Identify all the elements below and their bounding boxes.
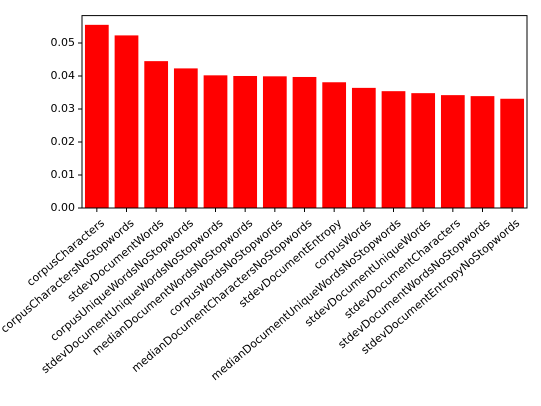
y-tick-label: 0.05	[51, 36, 76, 49]
bar	[203, 75, 228, 209]
y-tick-label: 0.01	[51, 168, 76, 181]
bar	[381, 91, 406, 208]
bar	[500, 98, 525, 208]
bar	[114, 35, 139, 208]
bar	[351, 87, 376, 208]
bar	[173, 68, 198, 209]
y-tick-label: 0.00	[51, 201, 76, 214]
y-tick-label: 0.03	[51, 102, 76, 115]
y-tick-label: 0.02	[51, 135, 76, 148]
bar	[144, 61, 169, 209]
bar	[262, 76, 287, 209]
bar	[233, 75, 258, 209]
bar	[470, 96, 495, 208]
plot-frame	[81, 15, 528, 209]
bar	[411, 93, 436, 208]
bar	[440, 95, 465, 208]
bar	[322, 82, 347, 208]
bar	[84, 24, 109, 208]
y-tick-label: 0.04	[51, 69, 76, 82]
bar	[292, 76, 317, 209]
